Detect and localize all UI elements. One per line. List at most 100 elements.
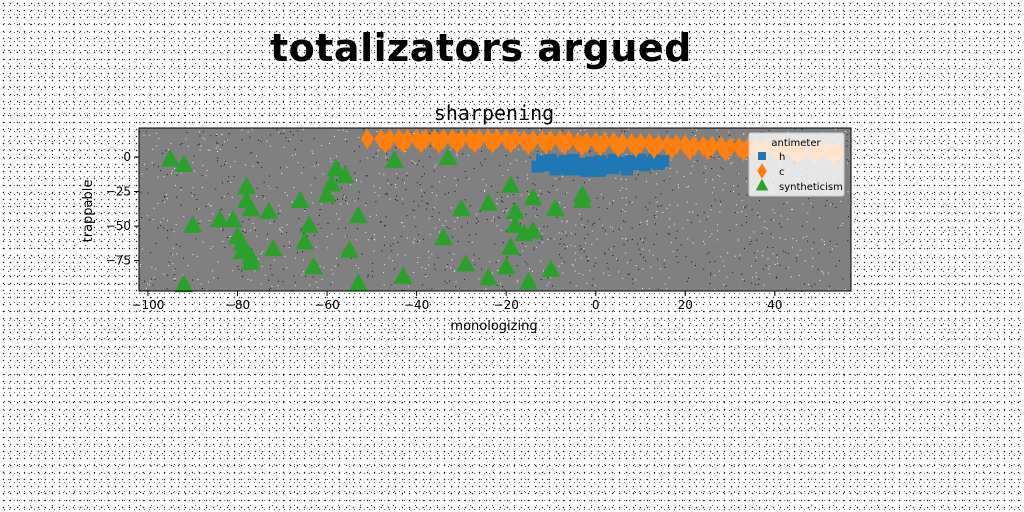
noise-dot — [540, 260, 542, 262]
noise-dot — [207, 149, 209, 151]
noise-dot — [663, 180, 665, 182]
noise-dot — [465, 177, 467, 179]
noise-dot — [626, 262, 628, 264]
noise-dot — [720, 200, 722, 202]
noise-dot — [375, 214, 377, 216]
noise-dot — [199, 135, 201, 137]
noise-dot — [413, 132, 414, 134]
noise-dot — [645, 260, 647, 262]
noise-dot — [187, 265, 189, 267]
noise-dot — [260, 140, 262, 142]
noise-dot — [594, 285, 596, 287]
noise-dot — [743, 206, 744, 208]
noise-dot — [241, 139, 243, 141]
noise-dot — [835, 207, 837, 208]
noise-dot — [355, 265, 357, 267]
noise-dot — [714, 260, 716, 262]
noise-dot — [380, 221, 382, 223]
noise-dot — [439, 219, 440, 221]
noise-dot — [804, 260, 806, 262]
noise-dot — [513, 203, 515, 205]
noise-dot — [652, 255, 654, 257]
noise-dot — [238, 268, 240, 270]
point-syntheticism — [501, 237, 521, 255]
noise-dot — [434, 268, 436, 270]
noise-dot — [495, 129, 497, 131]
noise-dot — [687, 186, 689, 187]
noise-dot — [234, 161, 236, 162]
noise-dot — [564, 207, 566, 209]
noise-dot — [621, 187, 623, 189]
noise-dot — [651, 277, 653, 279]
point-syntheticism — [299, 215, 319, 233]
noise-dot — [541, 242, 543, 243]
noise-dot — [260, 283, 262, 285]
point-syntheticism — [241, 252, 261, 271]
noise-dot — [396, 195, 398, 197]
point-syntheticism — [237, 176, 256, 195]
noise-dot — [722, 260, 724, 262]
noise-dot — [842, 278, 844, 280]
noise-dot — [462, 153, 464, 155]
noise-dot — [374, 234, 375, 236]
noise-dot — [256, 161, 258, 163]
noise-dot — [498, 217, 500, 219]
noise-dot — [485, 288, 487, 290]
noise-dot — [807, 198, 809, 200]
noise-dot — [403, 226, 405, 227]
x-tick-label: 0 — [592, 298, 600, 312]
noise-dot — [697, 214, 699, 216]
point-c — [374, 128, 388, 150]
noise-dot — [172, 253, 174, 255]
noise-dot — [537, 195, 539, 196]
noise-dot — [228, 214, 230, 216]
noise-dot — [790, 276, 792, 278]
noise-dot — [711, 168, 713, 169]
x-tick-label: −20 — [494, 298, 519, 312]
noise-dot — [329, 158, 331, 160]
noise-dot — [163, 273, 165, 275]
noise-dot — [222, 144, 223, 146]
point-c — [481, 128, 495, 150]
noise-dot — [241, 270, 242, 272]
noise-dot — [217, 151, 219, 152]
noise-dot — [200, 283, 202, 285]
noise-dot — [391, 250, 393, 252]
noise-dot — [402, 179, 404, 181]
noise-dot — [242, 221, 244, 223]
noise-dot — [720, 204, 721, 206]
noise-dot — [420, 189, 422, 191]
noise-dot — [310, 184, 312, 186]
noise-dot — [454, 221, 456, 223]
noise-dot — [526, 191, 528, 193]
noise-dot — [620, 227, 622, 229]
noise-dot — [725, 285, 727, 287]
noise-dot — [267, 233, 269, 235]
noise-dot — [743, 134, 745, 135]
noise-dot — [300, 229, 302, 231]
noise-dot — [431, 215, 433, 217]
noise-dot — [719, 211, 721, 213]
noise-dot — [151, 266, 153, 268]
noise-dot — [160, 170, 162, 172]
noise-dot — [574, 245, 576, 247]
noise-dot — [735, 224, 737, 226]
noise-dot — [556, 216, 558, 218]
noise-dot — [566, 246, 568, 247]
noise-dot — [475, 222, 477, 224]
noise-dot — [509, 163, 511, 165]
noise-dot — [519, 254, 521, 256]
noise-dot — [158, 138, 160, 139]
noise-dot — [751, 276, 753, 278]
noise-dot — [677, 184, 679, 186]
noise-dot — [688, 211, 690, 213]
noise-dot — [345, 236, 347, 238]
noise-dot — [225, 161, 227, 163]
noise-dot — [635, 196, 637, 198]
noise-dot — [733, 191, 734, 192]
noise-dot — [222, 228, 224, 230]
noise-dot — [445, 220, 447, 222]
noise-dot — [666, 207, 668, 209]
noise-dot — [547, 277, 549, 279]
noise-dot — [217, 157, 219, 159]
